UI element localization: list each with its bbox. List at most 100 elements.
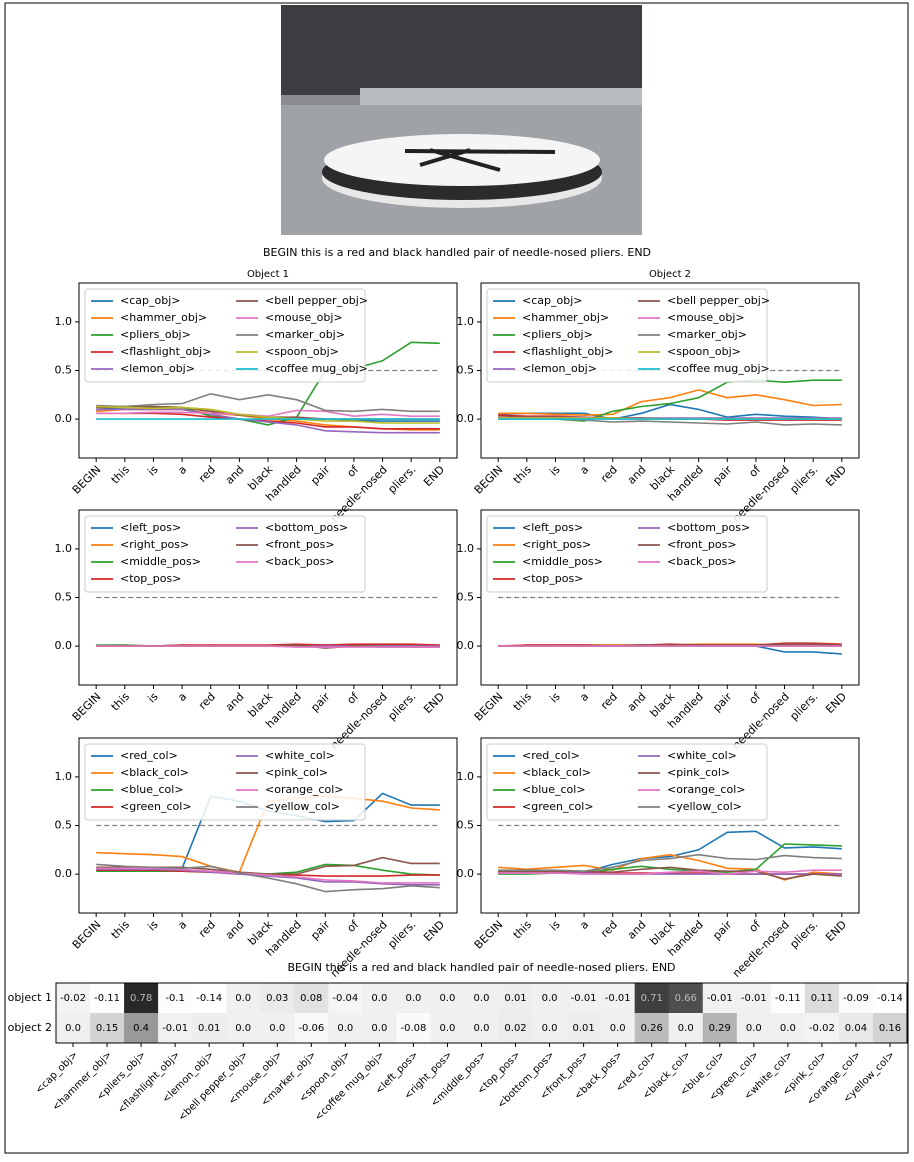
y-tick-label: 1.0 (457, 315, 475, 328)
cell-label: 0.0 (474, 1023, 490, 1034)
legend-label: <spoon_obj> (265, 345, 339, 358)
cell-label: 0.0 (678, 1023, 694, 1034)
x-tick-label: pair (710, 918, 735, 943)
cell-label: -0.01 (162, 1023, 188, 1034)
legend-label: <blue_col> (120, 783, 184, 796)
x-tick-label: and (223, 918, 247, 942)
legend-label: <spoon_obj> (667, 345, 741, 358)
legend-label: <back_pos> (667, 555, 737, 568)
legend-label: <flashlight_obj> (120, 345, 211, 358)
legend-label: <coffee mug_obj> (667, 362, 770, 375)
cell-label: 0.0 (371, 993, 387, 1004)
legend-label: <pink_col> (265, 766, 328, 779)
x-tick-label: and (625, 918, 649, 942)
y-tick-label: 0.0 (55, 412, 73, 425)
x-tick-label: is (547, 463, 563, 479)
cell-label: 0.08 (300, 993, 322, 1004)
y-tick-label: 0.0 (457, 639, 475, 652)
legend-label: <left_pos> (522, 521, 583, 534)
legend-label: <top_pos> (522, 572, 583, 585)
x-tick-label: and (625, 463, 649, 487)
cell-label: -0.14 (877, 993, 903, 1004)
x-tick-label: this (511, 918, 535, 942)
legend-label: <lemon_obj> (120, 362, 195, 375)
y-tick-label: 0.5 (55, 591, 73, 604)
caption: BEGIN this is a red and black handled pa… (263, 246, 651, 259)
x-tick-label: and (223, 463, 247, 487)
legend-label: <black_col> (522, 766, 591, 779)
x-tick-label: pair (308, 463, 333, 488)
cell-label: -0.09 (843, 993, 869, 1004)
x-tick-label: END (421, 463, 447, 489)
legend-label: <bottom_pos> (265, 521, 348, 534)
chart-title: BEGIN this is a red and black handled pa… (287, 961, 675, 974)
x-tick-label: is (145, 463, 161, 479)
legend-label: <coffee mug_obj> (265, 362, 368, 375)
photo (281, 5, 642, 235)
cell-label: 0.0 (235, 1023, 251, 1034)
legend-label: <middle_pos> (120, 555, 201, 568)
x-tick-label: pliers. (385, 690, 418, 723)
x-tick-label: BEGIN (70, 463, 104, 497)
cell-label: 0.16 (879, 1023, 901, 1034)
x-tick-label: and (625, 690, 649, 714)
legend-label: <mouse_obj> (265, 311, 343, 324)
x-tick-label: and (223, 690, 247, 714)
y-tick-label: 1.0 (457, 542, 475, 555)
legend-label: <green_col> (522, 800, 594, 813)
cell-label: -0.01 (741, 993, 767, 1004)
column-label: <flashlight_obj> (116, 1049, 183, 1116)
cell-label: 0.0 (440, 1023, 456, 1034)
cell-label: -0.11 (775, 993, 801, 1004)
x-tick-label: is (145, 918, 161, 934)
cell-label: 0.66 (675, 993, 697, 1004)
legend-label: <hammer_obj> (522, 311, 609, 324)
row-label: object 1 (8, 991, 52, 1004)
x-tick-label: BEGIN (472, 690, 506, 724)
cell-label: -0.1 (165, 993, 185, 1004)
legend-label: <top_pos> (120, 572, 181, 585)
y-tick-label: 0.0 (457, 412, 475, 425)
legend-label: <pink_col> (667, 766, 730, 779)
cell-label: 0.02 (504, 1023, 526, 1034)
legend-label: <bell pepper_obj> (265, 294, 368, 307)
y-tick-label: 0.5 (55, 364, 73, 377)
cell-label: 0.78 (130, 993, 152, 1004)
cell-label: -0.01 (707, 993, 733, 1004)
column-label: <hammer_obj> (51, 1049, 115, 1113)
x-tick-label: a (175, 918, 189, 932)
x-tick-label: END (421, 690, 447, 716)
legend-label: <cap_obj> (522, 294, 582, 307)
x-tick-label: a (175, 463, 189, 477)
cell-label: -0.11 (94, 993, 120, 1004)
x-tick-label: pliers. (787, 918, 820, 951)
x-tick-label: red (598, 690, 620, 712)
cell-label: 0.04 (845, 1023, 867, 1034)
x-tick-label: pliers. (385, 463, 418, 496)
x-tick-label: pair (308, 918, 333, 943)
legend-label: <black_col> (120, 766, 189, 779)
x-tick-label: BEGIN (472, 918, 506, 952)
legend-label: <marker_obj> (667, 328, 747, 341)
cell-label: 0.03 (266, 993, 288, 1004)
cell-label: 0.01 (572, 1023, 594, 1034)
cell-label: -0.02 (809, 1023, 835, 1034)
legend-label: <bell pepper_obj> (667, 294, 770, 307)
cell-label: 0.0 (542, 993, 558, 1004)
x-tick-label: BEGIN (70, 690, 104, 724)
cell-label: -0.01 (605, 993, 631, 1004)
x-tick-label: this (109, 918, 133, 942)
legend-label: <flashlight_obj> (522, 345, 613, 358)
x-tick-label: a (577, 463, 591, 477)
x-tick-label: pliers. (385, 918, 418, 951)
cell-label: 0.0 (65, 1023, 81, 1034)
cell-label: -0.06 (298, 1023, 324, 1034)
x-tick-label: is (145, 690, 161, 706)
x-tick-label: BEGIN (472, 463, 506, 497)
x-tick-label: of (746, 917, 763, 934)
legend-label: <pliers_obj> (522, 328, 593, 341)
legend-label: <blue_col> (522, 783, 586, 796)
x-tick-label: a (577, 918, 591, 932)
row-label: object 2 (8, 1021, 52, 1034)
x-tick-label: red (196, 690, 218, 712)
